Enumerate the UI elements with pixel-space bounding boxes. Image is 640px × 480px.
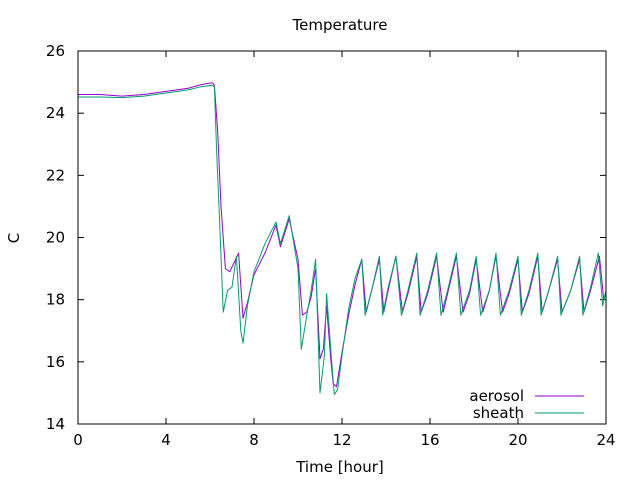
y-tick-label: 24 bbox=[46, 104, 65, 122]
x-tick-label: 20 bbox=[508, 431, 527, 449]
series-line-aerosol bbox=[78, 82, 607, 388]
x-tick-label: 12 bbox=[332, 431, 351, 449]
y-tick-label: 26 bbox=[46, 42, 65, 60]
y-tick-label: 18 bbox=[46, 291, 65, 309]
legend-label-sheath: sheath bbox=[473, 404, 524, 422]
legend-label-aerosol: aerosol bbox=[469, 387, 524, 405]
plot-frame bbox=[77, 50, 607, 425]
x-axis-label: Time [hour] bbox=[295, 458, 384, 476]
series-layer bbox=[78, 82, 607, 395]
y-tick-label: 22 bbox=[46, 166, 65, 184]
y-tick-label: 16 bbox=[46, 353, 65, 371]
x-tick-label: 24 bbox=[596, 431, 615, 449]
x-tick-label: 0 bbox=[73, 431, 83, 449]
y-tick-label: 14 bbox=[46, 415, 65, 433]
y-axis-label: C bbox=[5, 233, 23, 243]
x-tick-label: 8 bbox=[249, 431, 259, 449]
y-tick-label: 20 bbox=[46, 229, 65, 247]
axis-ticks: 0 4 8 12 16 20 24 14 16 18 20 22 24 26 bbox=[46, 42, 616, 449]
x-tick-label: 16 bbox=[420, 431, 439, 449]
x-tick-label: 4 bbox=[161, 431, 171, 449]
chart-title: Temperature bbox=[291, 16, 387, 34]
series-line-sheath bbox=[78, 84, 607, 395]
